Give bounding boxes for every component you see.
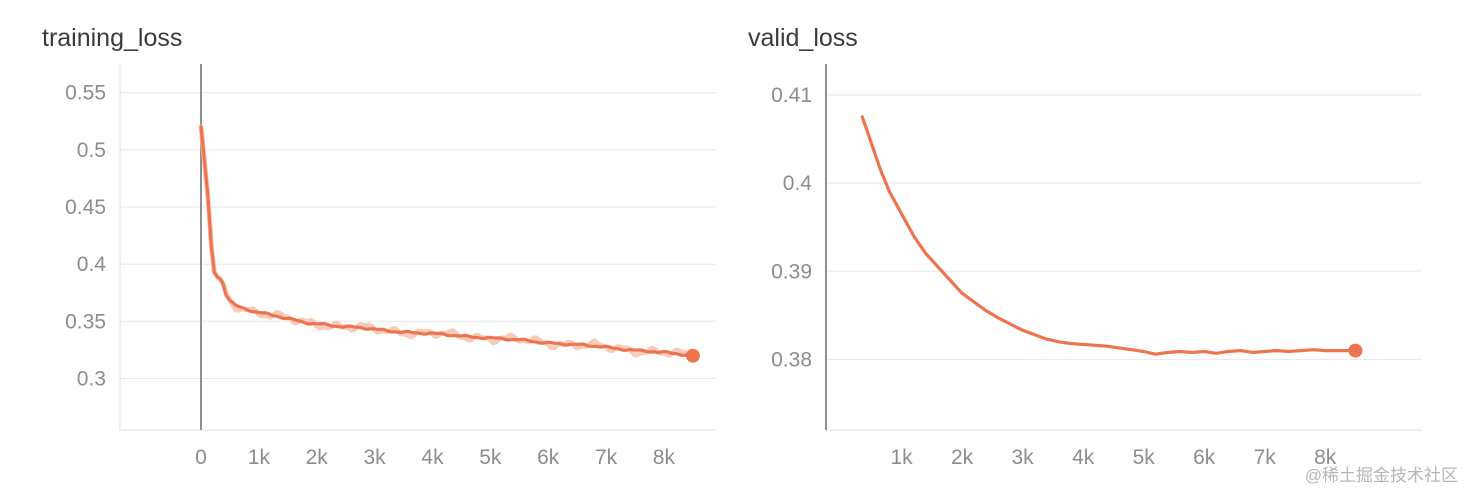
x-tick-label: 2k	[951, 446, 974, 469]
y-tick-label: 0.3	[77, 368, 106, 391]
x-tick-label: 8k	[1314, 446, 1337, 469]
endpoint-dot[interactable]	[1348, 343, 1363, 358]
x-tick-label: 7k	[1254, 446, 1277, 469]
endpoint-dot[interactable]	[685, 348, 700, 363]
series-line-raw	[198, 124, 696, 362]
training-loss-panel: training_loss 0.3 0.35 0.4 0.45 0.5 0.55 0 1k 2k…	[40, 22, 732, 478]
x-tick-label: 2k	[306, 446, 329, 469]
x-tick-label: 0	[195, 446, 207, 469]
x-tick-label: 6k	[1193, 446, 1216, 469]
y-tick-label: 0.5	[77, 139, 106, 162]
training-loss-chart[interactable]: 0.3 0.35 0.4 0.45 0.5 0.55 0 1k 2k 3k 4k 5k 6k 7k 8k	[40, 58, 732, 478]
y-tick-label: 0.4	[77, 253, 107, 276]
y-tick-label: 0.41	[771, 84, 812, 107]
watermark: @稀土掘金技术社区	[1304, 466, 1458, 485]
y-tick-label: 0.45	[65, 196, 106, 219]
y-tick-label: 0.39	[771, 260, 812, 283]
y-tick-label: 0.38	[771, 348, 812, 371]
y-tick-label: 0.55	[65, 82, 106, 105]
charts-page: training_loss 0.3 0.35 0.4 0.45 0.5 0.55 0 1k 2k…	[40, 22, 1458, 485]
x-tick-label: 6k	[537, 446, 560, 469]
x-tick-label: 3k	[1012, 446, 1035, 469]
x-tick-label: 1k	[891, 446, 914, 469]
x-tick-label: 3k	[364, 446, 387, 469]
x-tick-label: 1k	[248, 446, 271, 469]
valid-loss-panel: valid_loss 0.38 0.39 0.4 0.41 1k 2k 3k 4k 5k 6k 7k…	[746, 22, 1438, 478]
x-tick-label: 5k	[1133, 446, 1156, 469]
series-line	[860, 115, 1357, 356]
x-tick-label: 4k	[1072, 446, 1095, 469]
x-tick-label: 5k	[479, 446, 502, 469]
x-tick-label: 8k	[653, 446, 676, 469]
series-line	[199, 125, 695, 357]
chart-title-training-loss: training_loss	[42, 24, 183, 52]
y-tick-label: 0.35	[65, 310, 106, 333]
chart-title-valid-loss: valid_loss	[748, 24, 858, 52]
x-tick-label: 7k	[595, 446, 618, 469]
x-tick-label: 4k	[421, 446, 444, 469]
valid-loss-chart[interactable]: 0.38 0.39 0.4 0.41 1k 2k 3k 4k 5k 6k 7k 8k	[746, 58, 1438, 478]
y-tick-label: 0.4	[783, 172, 813, 195]
